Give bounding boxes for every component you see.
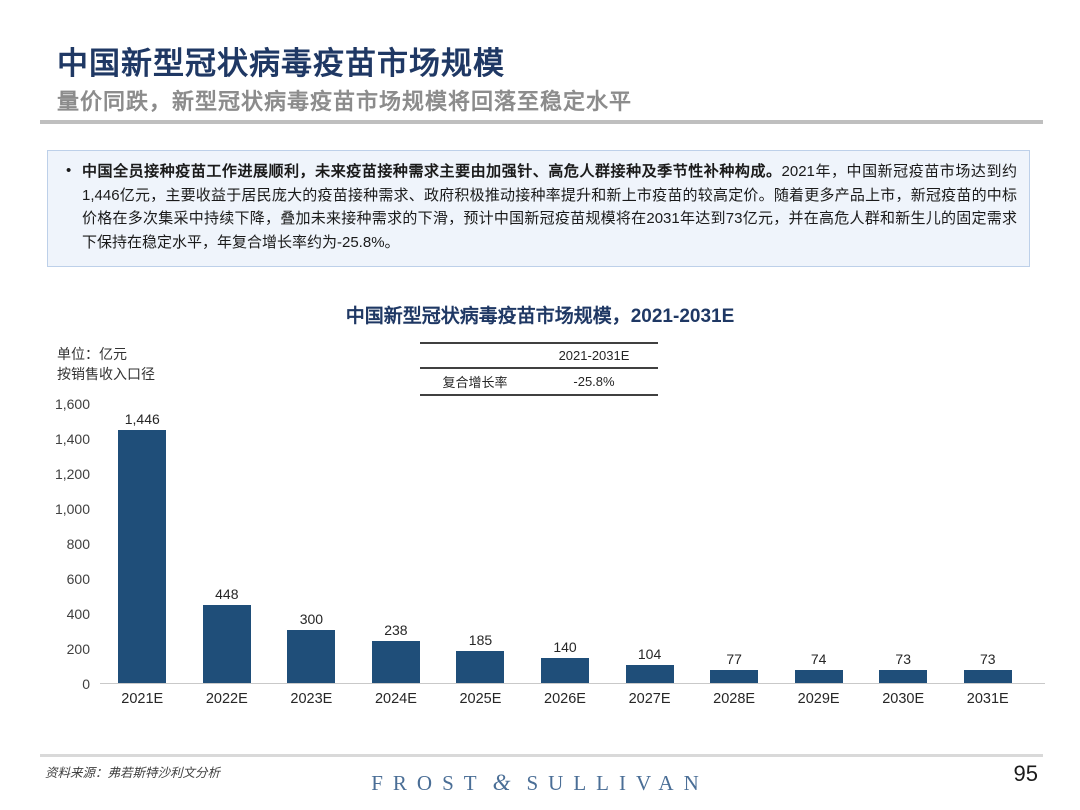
bar-column: 238 <box>354 622 439 683</box>
bar-column: 300 <box>269 611 354 683</box>
logo-ampersand: & <box>492 770 511 795</box>
bar-value-label: 77 <box>726 651 742 667</box>
cagr-table-header-row: 2021-2031E <box>420 344 658 369</box>
y-tick-label: 1,600 <box>54 396 90 412</box>
header-divider <box>40 120 1043 124</box>
cagr-table-data-row: 复合增长率 -25.8% <box>420 369 658 394</box>
bar-column: 73 <box>945 651 1030 683</box>
logo-text-frost: FROST <box>371 771 487 795</box>
bar <box>118 430 167 683</box>
x-axis-label: 2028E <box>713 691 756 707</box>
bars-row: 1,446 448 300 238 185 140 104 77 74 73 73 <box>100 403 1030 683</box>
bar-column: 74 <box>776 651 861 683</box>
bar-value-label: 185 <box>468 632 493 648</box>
x-axis-label: 2031E <box>966 691 1009 707</box>
bar <box>371 641 420 683</box>
bar <box>794 670 843 683</box>
bar <box>287 630 336 683</box>
y-tick-label: 600 <box>66 571 90 587</box>
page-number: 95 <box>1013 761 1038 786</box>
bar-value-label: 238 <box>384 622 408 638</box>
x-axis-label: 2022E <box>205 691 248 707</box>
bar-value-label: 1,446 <box>124 411 160 427</box>
bar <box>963 670 1012 683</box>
page-title: 中国新型冠状病毒疫苗市场规模 <box>57 46 505 81</box>
x-axis-label: 2026E <box>544 691 586 707</box>
logo-text-sullivan: SULLIVAN <box>526 771 709 795</box>
x-axis-label: 2027E <box>628 691 671 707</box>
bar-column: 140 <box>523 639 608 683</box>
plot-area: 1,446 448 300 238 185 140 104 77 74 73 73 <box>100 404 1045 684</box>
bar <box>456 651 505 683</box>
unit-label-line2: 按销售收入口径 <box>57 366 155 383</box>
bullet-point: • <box>66 162 72 179</box>
x-axis-label: 2030E <box>882 691 925 707</box>
x-axis: 2021E 2022E 2023E 2024E 2025E 2026E 2027E 2028E… <box>100 691 1030 707</box>
bar-value-label: 73 <box>895 651 911 667</box>
bar-value-label: 104 <box>637 646 662 662</box>
x-axis-label: 2023E <box>290 691 333 707</box>
bar-column: 185 <box>438 632 523 683</box>
page-subtitle: 量价同跌，新型冠状病毒疫苗市场规模将回落至稳定水平 <box>57 89 633 114</box>
bar <box>541 658 589 683</box>
y-axis: 1,600 1,400 1,200 1,000 800 600 400 200 0 <box>40 396 90 692</box>
y-tick-label: 1,200 <box>54 466 90 482</box>
bar-value-label: 140 <box>553 639 577 655</box>
bar-column: 448 <box>185 586 270 683</box>
bar-chart: 1,600 1,400 1,200 1,000 800 600 400 200 0 1,446 4… <box>55 395 1045 707</box>
footer-divider <box>40 754 1043 757</box>
summary-text-bold: 中国全员接种疫苗工作进展顺利，未来疫苗接种需求主要由加强针、高危人群接种及季节性… <box>82 163 782 180</box>
x-axis-label: 2025E <box>459 691 502 707</box>
x-axis-label: 2021E <box>121 691 164 707</box>
y-tick-label: 0 <box>82 676 90 692</box>
cagr-row-label: 复合增长率 <box>442 375 508 390</box>
summary-text-body: 2021年，中国新冠疫苗市场达到约1,446亿元，主要收益于居民庞大的疫苗接种需… <box>82 163 1017 252</box>
chart-unit-label: 单位：亿元 按销售收入口径 <box>57 344 155 385</box>
summary-box: • 中国全员接种疫苗工作进展顺利，未来疫苗接种需求主要由加强针、高危人群接种及季… <box>47 150 1030 267</box>
cagr-row-value: -25.8% <box>573 374 615 389</box>
x-axis-label: 2024E <box>374 691 417 707</box>
x-axis-label: 2029E <box>797 691 840 707</box>
cagr-table: 2021-2031E 复合增长率 -25.8% <box>420 342 658 396</box>
y-tick-label: 200 <box>66 641 90 657</box>
y-tick-label: 800 <box>66 536 90 552</box>
bar-column: 104 <box>607 646 692 683</box>
bar-value-label: 448 <box>215 586 239 602</box>
bar <box>625 665 674 683</box>
y-tick-label: 400 <box>66 606 90 622</box>
bar-value-label: 300 <box>299 611 324 627</box>
bar-value-label: 74 <box>810 651 827 667</box>
bar-column: 73 <box>861 651 946 683</box>
bar <box>710 670 759 683</box>
bar-value-label: 73 <box>979 651 996 667</box>
y-tick-label: 1,000 <box>54 501 90 517</box>
y-tick-label: 1,400 <box>54 431 90 447</box>
cagr-period-header: 2021-2031E <box>558 348 630 363</box>
unit-label-line1: 单位：亿元 <box>57 346 127 362</box>
bar <box>879 670 928 683</box>
frost-sullivan-logo: FROST & SULLIVAN <box>0 770 1080 796</box>
bar <box>202 605 251 683</box>
chart-title: 中国新型冠状病毒疫苗市场规模，2021-2031E <box>345 306 735 327</box>
source-note: 资料来源：弗若斯特沙利文分析 <box>45 766 221 780</box>
summary-text: 中国全员接种疫苗工作进展顺利，未来疫苗接种需求主要由加强针、高危人群接种及季节性… <box>82 160 1017 257</box>
bar-column: 77 <box>692 651 777 683</box>
bar-column: 1,446 <box>100 411 185 683</box>
